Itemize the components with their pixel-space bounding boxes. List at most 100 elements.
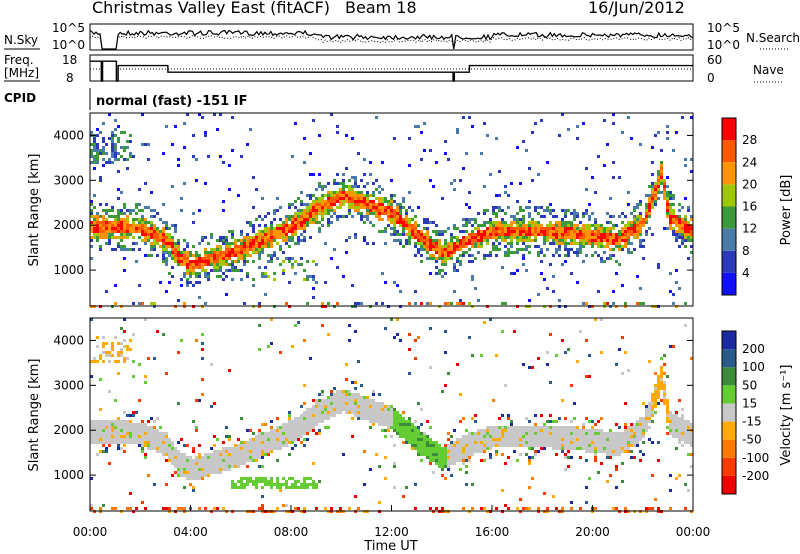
power-cell [144,233,147,236]
velocity-cell [519,432,522,435]
velocity-cell [225,450,228,453]
velocity-cell [234,486,237,489]
power-cell [105,227,108,230]
velocity-cell [228,438,231,441]
velocity-cell [105,447,108,450]
velocity-cell [306,438,309,441]
power-cell [660,161,663,164]
power-cell [486,239,489,242]
velocity-cell [492,438,495,441]
velocity-cell [294,444,297,447]
colorbar-swatch [722,228,736,251]
velocity-cell [459,393,462,396]
power-cell [300,224,303,227]
power-cell [510,251,513,254]
velocity-cell [648,414,651,417]
power-cell [99,215,102,218]
power-cell [291,203,294,206]
power-cell [591,212,594,215]
velocity-cell [471,432,474,435]
velocity-cell [192,462,195,465]
power-cell [342,188,345,191]
power-cell [180,209,183,212]
power-cell [234,239,237,242]
power-cell [285,221,288,224]
velocity-cell [378,393,381,396]
power-cell [321,209,324,212]
velocity-cell [90,507,93,510]
power-cell [186,263,189,266]
velocity-cell [231,456,234,459]
velocity-cell [447,438,450,441]
power-cell [189,251,192,254]
velocity-cell [651,402,654,405]
power-cell [300,212,303,215]
power-cell [657,188,660,191]
power-cell [279,248,282,251]
power-cell [408,221,411,224]
velocity-cell [369,426,372,429]
power-cell [294,272,297,275]
power-cell [450,236,453,239]
power-cell [393,215,396,218]
power-cell [531,218,534,221]
power-cell [621,212,624,215]
power-cell [273,272,276,275]
power-cell [324,206,327,209]
power-cell [339,200,342,203]
power-cell [486,236,489,239]
x-tick-label: 12:00 [374,525,409,539]
velocity-cell [393,336,396,339]
power-cell [522,209,525,212]
velocity-cell [480,429,483,432]
power-cell [114,248,117,251]
power-cell [663,227,666,230]
power-cell [657,179,660,182]
velocity-cell [501,429,504,432]
power-cell [243,257,246,260]
velocity-cell [201,378,204,381]
power-cell [669,203,672,206]
velocity-cell [123,450,126,453]
power-cell [204,254,207,257]
velocity-cell [555,444,558,447]
power-cell [222,263,225,266]
power-cell [666,200,669,203]
velocity-cell [549,429,552,432]
power-cell [312,119,315,122]
velocity-cell [102,441,105,444]
velocity-cell [339,408,342,411]
velocity-cell [165,441,168,444]
velocity-cell [309,420,312,423]
power-cell [93,167,96,170]
power-cell [390,209,393,212]
velocity-cell [462,462,465,465]
power-cell [633,236,636,239]
velocity-cell [654,411,657,414]
velocity-cell [378,402,381,405]
power-cell [264,233,267,236]
velocity-cell [591,429,594,432]
power-cell [462,230,465,233]
velocity-cell [504,429,507,432]
velocity-cell [462,444,465,447]
velocity-cell [132,426,135,429]
velocity-cell [417,444,420,447]
velocity-cell [111,435,114,438]
power-cell [315,188,318,191]
power-cell [114,149,117,152]
velocity-cell [171,450,174,453]
velocity-cell [363,411,366,414]
power-cell [621,227,624,230]
velocity-cell [660,387,663,390]
velocity-cell [312,480,315,483]
velocity-cell [393,408,396,411]
power-cell [597,230,600,233]
velocity-cell [228,468,231,471]
power-cell [318,197,321,200]
power-cell [564,215,567,218]
power-cell [282,224,285,227]
velocity-cell [528,429,531,432]
velocity-cell [258,435,261,438]
velocity-cell [132,435,135,438]
